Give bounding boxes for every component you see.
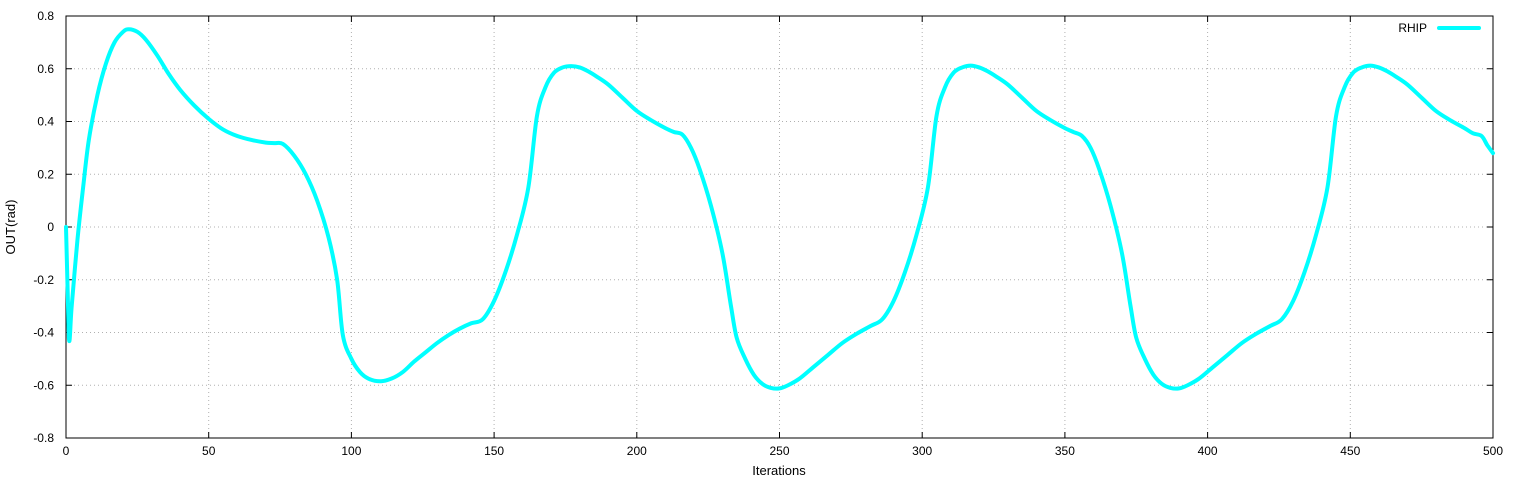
x-tick-label: 200	[627, 444, 647, 458]
y-tick-label: -0.4	[33, 326, 54, 340]
y-tick-label: 0.8	[37, 9, 54, 23]
axis-ticks: 0 50 100 150 200 250 300 350 400 450 500 -0.8 -0.6 -0…	[33, 9, 1503, 458]
series-lines	[64, 27, 1495, 391]
y-axis-label: OUT(rad)	[3, 200, 18, 255]
grid	[66, 16, 1493, 438]
y-tick-label: -0.2	[33, 273, 54, 287]
x-tick-label: 100	[341, 444, 361, 458]
x-tick-label: 50	[202, 444, 216, 458]
x-tick-label: 300	[912, 444, 932, 458]
series-line-rhip	[64, 27, 1495, 391]
x-tick-label: 500	[1483, 444, 1503, 458]
x-tick-label: 350	[1055, 444, 1075, 458]
y-tick-label: 0.4	[37, 115, 54, 129]
y-tick-label: -0.8	[33, 431, 54, 445]
x-tick-label: 450	[1340, 444, 1360, 458]
legend-label-rhip: RHIP	[1398, 21, 1427, 35]
y-tick-label: 0.6	[37, 62, 54, 76]
x-tick-label: 250	[769, 444, 789, 458]
x-tick-label: 400	[1198, 444, 1218, 458]
y-tick-label: 0.2	[37, 167, 54, 181]
y-tick-label: -0.6	[33, 378, 54, 392]
y-tick-label: 0	[47, 220, 54, 234]
x-axis-label: Iterations	[752, 463, 806, 478]
x-tick-label: 0	[63, 444, 70, 458]
x-tick-label: 150	[484, 444, 504, 458]
legend: RHIP	[1398, 21, 1481, 35]
